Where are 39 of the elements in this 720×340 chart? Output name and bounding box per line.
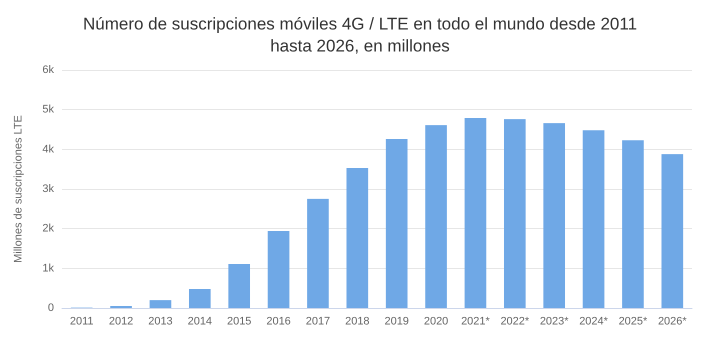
x-tick-label: 2024* <box>579 316 609 328</box>
y-tick-label: 1k <box>42 262 54 274</box>
y-tick-label: 3k <box>42 183 54 195</box>
x-tick-label: 2023* <box>540 316 570 328</box>
bar <box>228 264 250 308</box>
x-tick-label: 2020 <box>424 316 448 328</box>
bar <box>504 119 526 308</box>
bar <box>188 288 211 308</box>
bar <box>425 125 447 308</box>
chart-title: Número de suscripciones móviles 4G / LTE en todo el mundo desde 2011 hasta 2026, en millones <box>82 14 638 56</box>
y-axis-title: Millones de suscripciones LTE <box>12 115 24 263</box>
x-tick-label: 2019 <box>384 316 409 328</box>
x-tick-label: 2012 <box>108 316 134 328</box>
x-tick-label: 2015 <box>226 316 252 328</box>
bar <box>307 198 329 308</box>
x-tick-label: 2026* <box>658 316 688 328</box>
bar <box>543 123 566 308</box>
bar <box>661 154 684 308</box>
y-tick-label: 2k <box>42 222 54 235</box>
x-tick-label: 2014 <box>188 316 212 328</box>
bar <box>464 118 486 308</box>
y-tick-label: 6k <box>42 64 54 76</box>
x-tick-label: 2018 <box>345 316 370 328</box>
bar <box>582 130 604 308</box>
bar <box>386 139 408 308</box>
x-tick-label: 2016 <box>266 316 291 328</box>
y-tick-label: 5k <box>42 104 54 116</box>
y-tick-label: 0 <box>48 302 54 314</box>
x-tick-label: 2021* <box>461 316 491 328</box>
x-tick-label: 2022* <box>500 316 530 328</box>
bar <box>622 140 644 308</box>
bar <box>268 231 290 308</box>
y-tick-label: 4k <box>42 143 54 156</box>
x-tick-label: 2025* <box>618 316 648 328</box>
bar <box>150 300 172 308</box>
bar <box>346 168 368 308</box>
x-tick-label: 2011 <box>70 316 94 328</box>
x-tick-label: 2017 <box>306 316 330 328</box>
x-tick-label: 2013 <box>148 316 173 328</box>
